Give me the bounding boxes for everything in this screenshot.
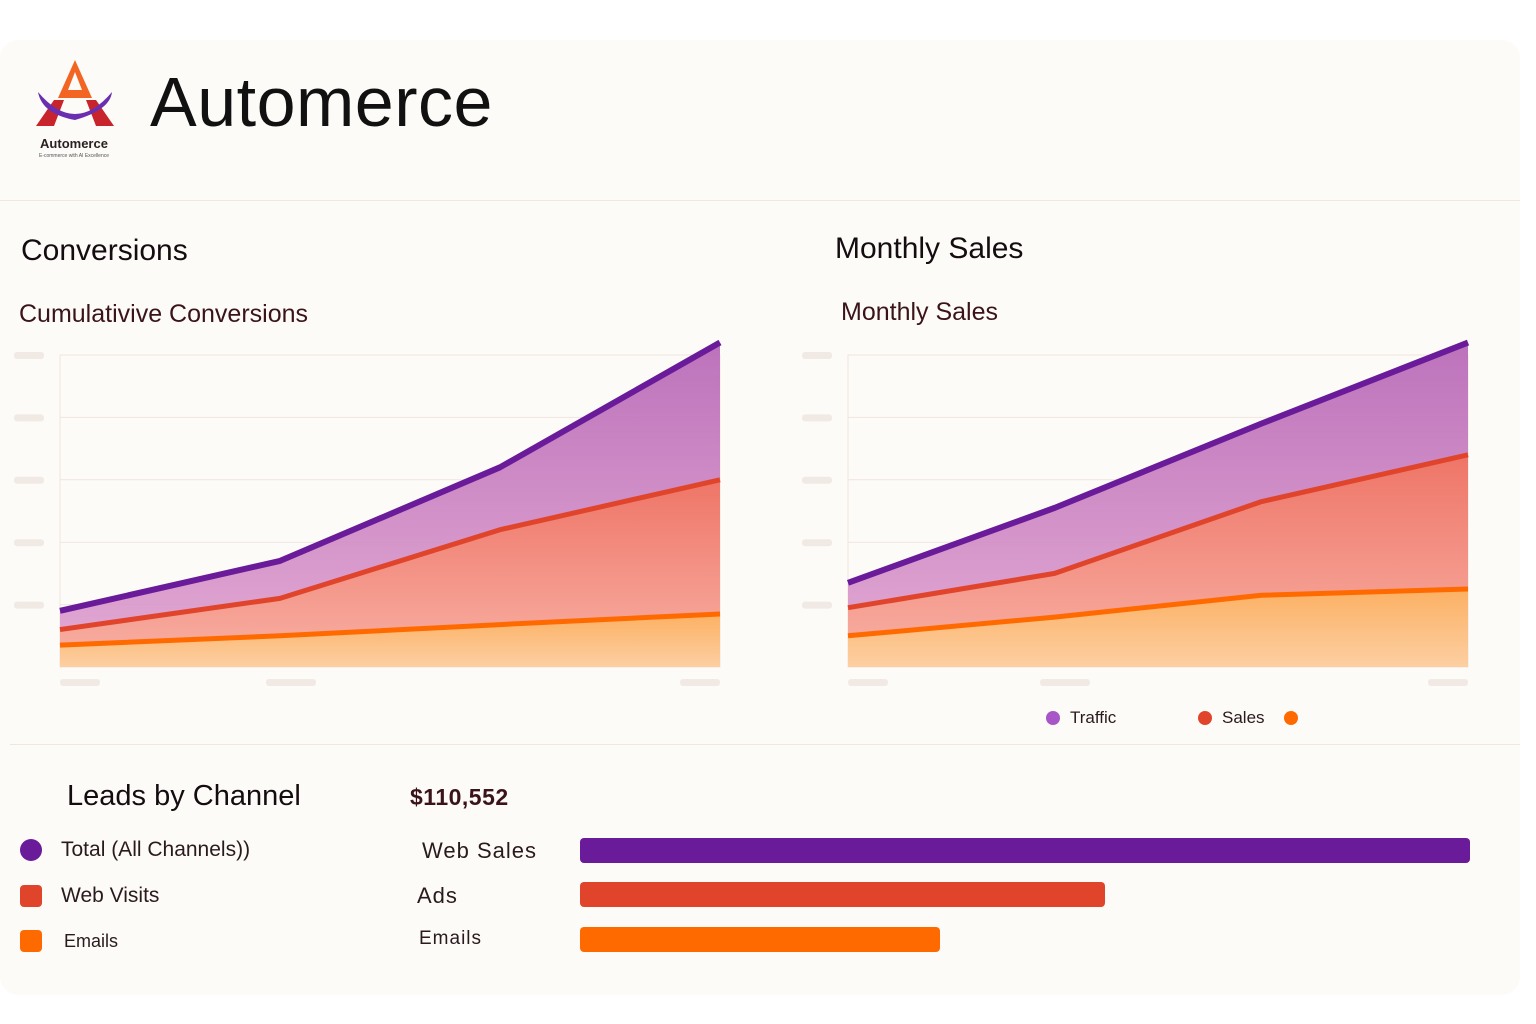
x-tick-label xyxy=(680,679,720,686)
section-divider xyxy=(10,744,1520,745)
lead-item-total[interactable]: Total (All Channels)) xyxy=(20,837,250,863)
legend-item-traffic[interactable]: Traffic xyxy=(1046,706,1116,730)
bar-emails[interactable] xyxy=(580,927,941,952)
logo-tagline: E-commerce with AI Excellence xyxy=(38,153,110,159)
line-series-1 xyxy=(59,477,721,633)
x-tick-label xyxy=(266,679,316,686)
lead-item-emails[interactable]: Emails xyxy=(20,928,118,954)
y-tick-label xyxy=(14,476,44,484)
y-tick-label xyxy=(14,539,44,547)
y-tick-label xyxy=(802,352,832,359)
x-tick-label xyxy=(1428,679,1468,686)
app-logo[interactable]: Automerce E-commerce with AI Excellence xyxy=(24,58,128,168)
area-series-2 xyxy=(60,613,720,667)
y-tick-label xyxy=(802,476,832,484)
y-tick-label xyxy=(14,414,44,422)
y-tick-label xyxy=(802,601,832,609)
header: Automerce E-commerce with AI Excellence … xyxy=(0,40,1520,200)
total-amount: $110,552 xyxy=(410,784,509,810)
monthly-sales-legend: Traffic Sales xyxy=(1046,706,1346,730)
lead-marker-total xyxy=(20,839,42,861)
y-tick-label xyxy=(802,414,832,422)
line-series-1 xyxy=(847,452,1469,611)
lead-marker-emails xyxy=(20,930,42,952)
legend-item-third[interactable] xyxy=(1284,706,1308,730)
line-series-0 xyxy=(846,339,1470,586)
bar-label-ads: Ads xyxy=(417,883,458,908)
logo-wordmark: Automerce xyxy=(40,136,108,151)
bar-label-web-sales: Web Sales xyxy=(422,838,537,863)
x-tick-label xyxy=(60,679,100,686)
monthly-sales-panel-title: Monthly Sales xyxy=(835,232,1024,265)
lead-marker-web-visits xyxy=(20,885,42,907)
legend-dot-sales xyxy=(1198,711,1212,725)
y-tick-label xyxy=(14,601,44,609)
line-series-2 xyxy=(847,586,1469,639)
dashboard-card: Automerce E-commerce with AI Excellence … xyxy=(0,40,1520,995)
y-tick-label xyxy=(802,539,832,547)
lead-label-total: Total (All Channels)) xyxy=(61,838,251,861)
legend-dot-traffic xyxy=(1046,711,1060,725)
area-series-2 xyxy=(848,589,1468,667)
monthly-sales-chart-title: Monthly Sales xyxy=(841,298,999,326)
conversions-panel-title: Conversions xyxy=(21,234,188,267)
y-tick-label xyxy=(14,352,44,359)
x-tick-label xyxy=(1040,679,1090,686)
lead-item-web-visits[interactable]: Web Visits xyxy=(20,883,159,909)
header-divider xyxy=(0,200,1520,201)
legend-dot-third xyxy=(1284,711,1298,725)
line-series-2 xyxy=(59,611,721,648)
legend-label-traffic: Traffic xyxy=(1070,708,1117,727)
app-title: Automerce xyxy=(150,63,493,141)
conversions-chart-title: Cumulativive Conversions xyxy=(19,300,309,328)
bar-web-sales[interactable] xyxy=(580,838,1470,863)
leads-title: Leads by Channel xyxy=(67,780,301,812)
legend-item-sales[interactable]: Sales xyxy=(1198,706,1265,730)
logo-mark-icon xyxy=(36,60,114,126)
legend-label-sales: Sales xyxy=(1222,708,1265,727)
bar-ads[interactable] xyxy=(580,882,1106,907)
lead-label-emails: Emails xyxy=(64,930,119,951)
bar-label-emails: Emails xyxy=(419,928,483,949)
x-tick-label xyxy=(848,679,888,686)
monthly-sales-chart xyxy=(802,339,1470,686)
lead-label-web-visits: Web Visits xyxy=(61,884,160,907)
line-series-0 xyxy=(59,339,722,614)
conversions-chart xyxy=(14,339,722,686)
